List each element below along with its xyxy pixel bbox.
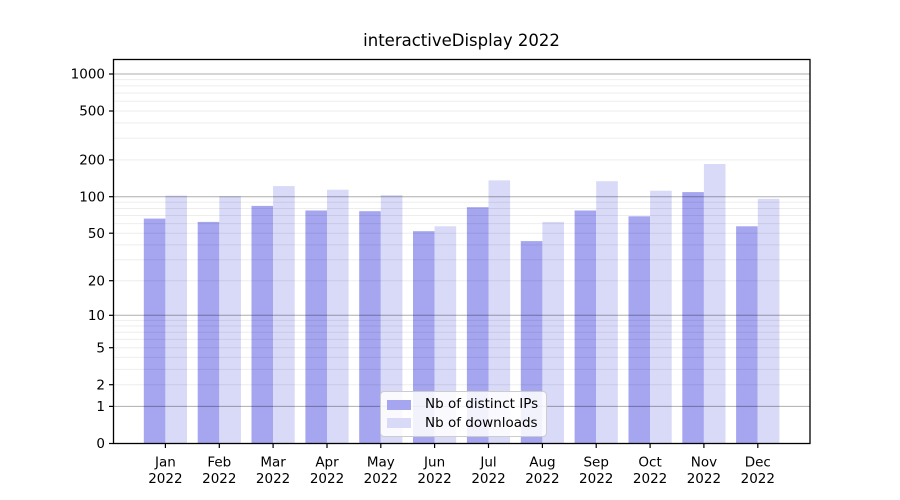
bar-distinct-ips-oct — [628, 216, 651, 444]
x-axis-tick-label-year: 2022 — [579, 471, 613, 487]
chart-title: interactiveDisplay 2022 — [363, 31, 560, 50]
bar-downloads-may — [380, 195, 403, 444]
bar-downloads-feb — [219, 196, 241, 444]
x-axis-tick-label-year: 2022 — [417, 471, 451, 487]
bar-distinct-ips-jan — [143, 218, 166, 444]
bar-downloads-mar — [273, 186, 295, 444]
legend: Nb of distinct IPs Nb of downloads — [380, 391, 547, 437]
bar-downloads-jan — [165, 195, 187, 444]
bar-distinct-ips-jun — [413, 231, 435, 444]
bar-distinct-ips-apr — [305, 210, 327, 444]
bar-downloads-aug — [542, 221, 564, 444]
bar-downloads-jul — [488, 180, 511, 444]
bar-distinct-ips-feb — [197, 221, 220, 444]
y-axis-tick-label: 200 — [79, 153, 105, 169]
legend-item-distinct-ips: Nb of distinct IPs — [387, 396, 546, 414]
x-axis-tick-label-month: Jul — [479, 455, 496, 471]
y-axis-tick-label: 0 — [96, 436, 105, 452]
y-axis-tick-label: 500 — [79, 104, 105, 120]
bar-downloads-sep — [596, 181, 618, 444]
x-axis-tick-label-year: 2022 — [364, 471, 398, 487]
y-axis-tick-label: 100 — [79, 189, 105, 205]
x-axis-tick-label-year: 2022 — [741, 471, 775, 487]
bar-distinct-ips-dec — [736, 226, 758, 444]
x-axis-tick-label-month: Mar — [260, 455, 286, 471]
bar-downloads-jun — [434, 226, 457, 444]
bar-downloads-apr — [327, 189, 349, 444]
bar-distinct-ips-jul — [466, 207, 489, 444]
y-axis-tick-label: 5 — [96, 340, 105, 356]
x-axis-tick-label-year: 2022 — [687, 471, 721, 487]
legend-label-downloads: Nb of downloads — [425, 414, 538, 431]
x-axis-tick-label-month: Apr — [315, 455, 339, 471]
x-axis-tick-label-year: 2022 — [148, 471, 182, 487]
y-axis-tick-label: 10 — [88, 308, 105, 324]
x-axis-tick-label-year: 2022 — [202, 471, 236, 487]
bar-downloads-nov — [703, 164, 726, 444]
bar-distinct-ips-mar — [251, 205, 274, 444]
x-axis-tick-label-month: Nov — [691, 455, 717, 471]
x-axis-tick-label-month: Jan — [154, 455, 176, 471]
bar-distinct-ips-sep — [574, 210, 597, 444]
bar-downloads-oct — [650, 190, 672, 444]
y-axis-tick-label: 50 — [88, 226, 105, 242]
x-axis-tick-label-month: May — [367, 455, 395, 471]
x-axis-tick-label-year: 2022 — [256, 471, 290, 487]
bar-downloads-dec — [757, 198, 780, 444]
x-axis-tick-label-month: Jun — [423, 455, 445, 471]
bar-distinct-ips-nov — [682, 192, 704, 444]
x-axis-tick-label-month: Sep — [583, 455, 608, 471]
x-axis-tick-label-month: Aug — [529, 455, 555, 471]
bar-distinct-ips-may — [359, 211, 381, 444]
y-axis-tick-label: 20 — [88, 273, 105, 289]
legend-swatch-downloads — [387, 418, 411, 429]
x-axis-tick-label-month: Feb — [207, 455, 231, 471]
y-axis-tick-label: 1 — [96, 399, 105, 415]
legend-item-downloads: Nb of downloads — [387, 414, 546, 432]
x-axis-tick-label-year: 2022 — [310, 471, 344, 487]
legend-swatch-distinct-ips — [387, 399, 411, 410]
y-axis-tick-label: 2 — [96, 377, 105, 393]
legend-label-distinct-ips: Nb of distinct IPs — [425, 395, 539, 412]
x-axis-tick-label-year: 2022 — [471, 471, 505, 487]
y-axis-tick-label: 1000 — [71, 67, 105, 83]
plot-border — [112, 58, 811, 445]
x-axis-tick-label-month: Dec — [745, 455, 771, 471]
x-axis-tick-label-year: 2022 — [525, 471, 559, 487]
x-axis-tick-label-year: 2022 — [633, 471, 667, 487]
x-axis-tick-label-month: Oct — [638, 455, 661, 471]
